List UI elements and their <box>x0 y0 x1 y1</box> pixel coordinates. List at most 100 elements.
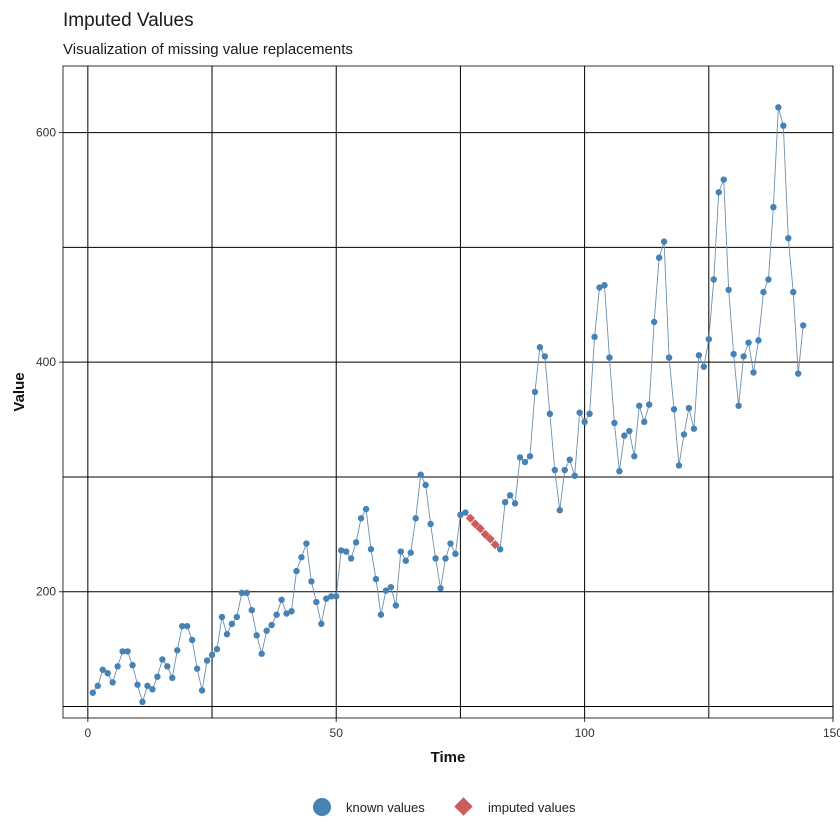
known-value-point <box>452 550 459 558</box>
known-value-point <box>660 238 668 245</box>
known-value-point <box>352 539 360 546</box>
known-value-point <box>700 363 708 370</box>
known-value-point <box>695 352 703 359</box>
legend-known-marker <box>313 798 331 816</box>
known-value-point <box>566 456 573 463</box>
known-value-point <box>308 578 315 585</box>
known-value-point <box>313 598 320 606</box>
legend: known values imputed values <box>313 797 576 816</box>
known-value-point <box>641 418 648 426</box>
known-value-point <box>337 547 345 554</box>
known-value-point <box>139 698 146 706</box>
known-value-point <box>278 596 285 603</box>
known-value-point <box>675 462 683 469</box>
known-value-point <box>333 593 340 600</box>
known-value-point <box>174 647 181 654</box>
known-value-point <box>203 657 211 664</box>
known-value-point <box>626 427 633 435</box>
known-value-point <box>591 333 598 341</box>
known-value-point <box>288 608 295 615</box>
known-value-point <box>516 454 524 461</box>
known-value-point <box>645 401 653 408</box>
known-value-point <box>188 636 196 644</box>
known-value-point <box>402 557 409 564</box>
x-tick-label: 150 <box>823 726 840 740</box>
known-value-point <box>496 546 504 553</box>
known-value-point <box>164 663 171 670</box>
known-value-point <box>387 583 395 591</box>
known-value-point <box>233 613 241 621</box>
known-value-point <box>362 505 370 513</box>
known-value-point <box>328 593 335 600</box>
known-value-point <box>407 549 414 556</box>
known-value-point <box>432 555 439 562</box>
x-tick-label: 100 <box>575 726 595 740</box>
known-value-point <box>546 410 554 418</box>
known-value-point <box>755 337 762 344</box>
imputed-value-point <box>480 529 490 539</box>
known-value-point <box>223 631 231 638</box>
known-value-point <box>611 419 618 427</box>
known-value-point <box>601 282 608 289</box>
known-value-point <box>104 670 111 677</box>
known-value-point <box>561 466 568 474</box>
known-value-point <box>655 254 663 261</box>
known-value-point <box>129 661 136 669</box>
known-value-point <box>268 621 275 629</box>
known-value-point <box>521 458 529 466</box>
known-value-point <box>506 492 514 499</box>
known-value-point <box>531 388 539 396</box>
imputed-value-point <box>490 540 500 550</box>
known-value-point <box>770 203 777 211</box>
known-value-point <box>780 122 787 129</box>
known-value-point <box>556 507 563 514</box>
known-value-point <box>99 666 106 673</box>
known-value-point <box>109 679 116 686</box>
plot-panel <box>62 65 834 719</box>
known-value-point <box>745 339 752 346</box>
known-value-point <box>283 610 290 617</box>
known-value-point <box>705 335 713 343</box>
known-value-point <box>412 515 419 522</box>
known-value-point <box>208 651 216 659</box>
known-value-point <box>318 620 325 628</box>
known-value-point <box>571 472 578 479</box>
known-value-point <box>198 687 206 694</box>
known-value-point <box>377 611 385 618</box>
y-tick-label: 200 <box>36 585 56 599</box>
known-value-point <box>193 665 201 672</box>
imputed-value-point <box>475 523 485 534</box>
known-value-point <box>775 104 782 111</box>
imputed-value-point <box>465 513 475 523</box>
known-value-point <box>462 509 469 516</box>
known-value-point <box>457 511 464 519</box>
y-tick-label: 600 <box>36 126 56 140</box>
imputed-value-point <box>470 519 480 529</box>
known-value-point <box>124 648 131 655</box>
known-value-point <box>179 622 186 630</box>
known-value-point <box>238 589 246 597</box>
known-value-point <box>159 656 166 663</box>
known-value-point <box>551 466 559 474</box>
known-value-point <box>422 481 429 489</box>
known-value-point <box>730 350 737 358</box>
known-value-point <box>536 344 544 351</box>
known-value-point <box>427 520 434 528</box>
known-value-point <box>367 546 375 553</box>
legend-imputed-marker <box>454 797 473 816</box>
known-value-point <box>342 548 350 555</box>
known-value-point <box>273 611 280 618</box>
known-value-point <box>596 284 603 291</box>
x-tick-label: 50 <box>330 726 344 740</box>
known-value-point <box>715 189 722 196</box>
chart-subtitle: Visualization of missing value replaceme… <box>63 41 353 58</box>
known-value-point <box>586 410 593 418</box>
known-value-point <box>606 354 613 361</box>
known-value-point <box>631 453 638 460</box>
known-value-point <box>243 589 251 597</box>
known-value-point <box>149 686 156 693</box>
known-value-point <box>710 276 717 283</box>
known-value-point <box>581 418 588 426</box>
chart-title: Imputed Values <box>63 10 194 31</box>
